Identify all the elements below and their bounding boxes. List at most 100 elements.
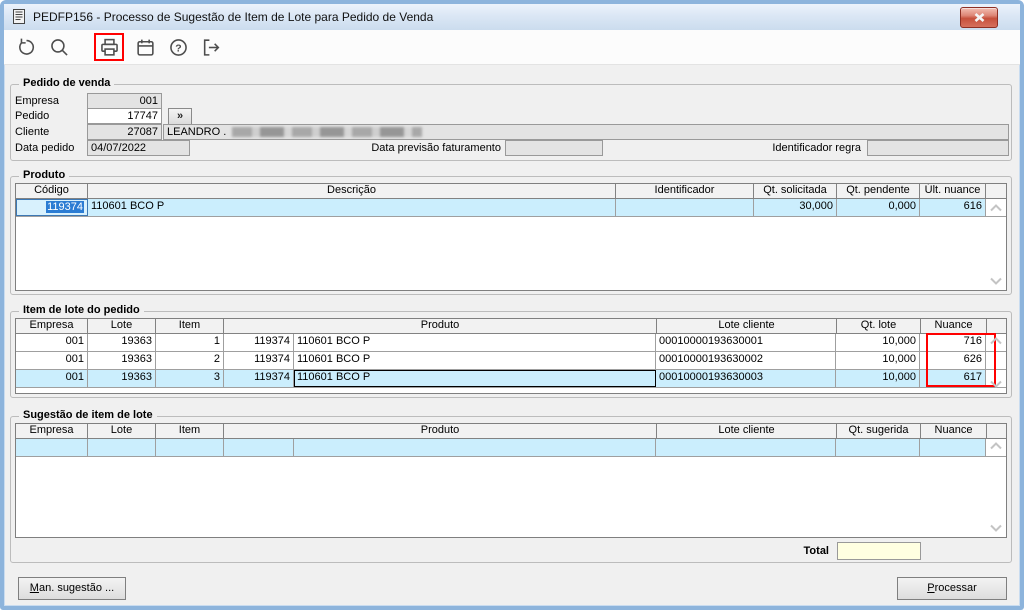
cliente-name-text: LEANDRO . xyxy=(167,126,227,138)
sugestao-table-header: Empresa Lote Item Produto Lote cliente Q… xyxy=(16,424,1006,439)
group-title-sugestao: Sugestão de item de lote xyxy=(19,409,157,421)
cliente-code-field: 27087 xyxy=(87,124,162,140)
cell-nuance: 716 xyxy=(920,334,986,351)
cell-empresa: 001 xyxy=(16,370,88,387)
cell-lote-cliente: 00010000193630002 xyxy=(656,352,836,369)
cell-produto-descricao: 110601 BCO P xyxy=(294,334,656,351)
produto-header-descricao[interactable]: Descrição xyxy=(88,184,616,198)
identificador-regra-label: Identificador regra xyxy=(772,142,861,154)
scroll-down-icon[interactable] xyxy=(990,524,1002,532)
cell-empresa xyxy=(16,439,88,456)
sugestao-header-lote-cliente[interactable]: Lote cliente xyxy=(657,424,837,438)
undo-icon[interactable] xyxy=(14,35,38,59)
processar-button[interactable]: Processar xyxy=(897,577,1007,600)
sugestao-table: Empresa Lote Item Produto Lote cliente Q… xyxy=(15,423,1007,538)
cell-item xyxy=(156,439,224,456)
item-header-lote-cliente[interactable]: Lote cliente xyxy=(657,319,837,333)
document-icon xyxy=(12,9,27,25)
item-header-produto[interactable]: Produto xyxy=(224,319,657,333)
print-highlight-annotation xyxy=(94,33,124,61)
window-title: PEDFP156 - Processo de Sugestão de Item … xyxy=(33,10,434,24)
search-icon[interactable] xyxy=(47,35,71,59)
data-previsao-label: Data previsão faturamento xyxy=(371,142,501,154)
item-lote-table: Empresa Lote Item Produto Lote cliente Q… xyxy=(15,318,1007,394)
cell-produto-codigo: 119374 xyxy=(224,352,294,369)
produto-table-header: Código Descrição Identificador Qt. solic… xyxy=(16,184,1006,199)
processar-accel: P xyxy=(927,582,935,594)
cell-nuance xyxy=(920,439,986,456)
total-label: Total xyxy=(803,545,829,557)
cell-produto-descricao-focused[interactable]: 110601 BCO P xyxy=(294,370,656,387)
cell-qt-lote: 10,000 xyxy=(836,334,920,351)
produto-cell-qt-solicitada: 30,000 xyxy=(754,199,837,216)
scroll-up-icon[interactable] xyxy=(990,204,1002,212)
produto-table-row[interactable]: 119374 110601 BCO P 30,000 0,000 616 xyxy=(16,199,1006,217)
sugestao-header-produto[interactable]: Produto xyxy=(224,424,657,438)
produto-header-qt-solicitada[interactable]: Qt. solicitada xyxy=(754,184,837,198)
man-sugestao-accel: M xyxy=(29,582,39,594)
total-field xyxy=(837,542,921,560)
item-header-empresa[interactable]: Empresa xyxy=(16,319,88,333)
data-previsao-field xyxy=(505,140,603,156)
produto-table: Código Descrição Identificador Qt. solic… xyxy=(15,183,1007,291)
scroll-up-icon[interactable] xyxy=(990,337,1002,345)
sugestao-empty-row[interactable] xyxy=(16,439,1006,457)
cell-lote-cliente xyxy=(656,439,836,456)
produto-header-identificador[interactable]: Identificador xyxy=(616,184,754,198)
pedido-lookup-button[interactable]: » xyxy=(168,108,192,125)
produto-cell-codigo[interactable]: 119374 xyxy=(16,199,88,216)
scroll-down-icon[interactable] xyxy=(990,380,1002,388)
produto-header-ult-nuance[interactable]: Últ. nuance xyxy=(920,184,986,198)
group-sugestao: Sugestão de item de lote Empresa Lote It… xyxy=(10,409,1012,563)
cell-lote: 19363 xyxy=(88,352,156,369)
exit-icon[interactable] xyxy=(199,35,223,59)
sugestao-header-lote[interactable]: Lote xyxy=(88,424,156,438)
pedido-label: Pedido xyxy=(15,110,50,122)
item-lote-row-2[interactable]: 001 19363 2 119374 110601 BCO P 00010000… xyxy=(16,352,1006,370)
cell-item: 3 xyxy=(156,370,224,387)
item-lote-table-header: Empresa Lote Item Produto Lote cliente Q… xyxy=(16,319,1006,334)
close-button[interactable] xyxy=(960,6,998,28)
item-header-qt-lote[interactable]: Qt. lote xyxy=(837,319,921,333)
sugestao-header-nuance[interactable]: Nuance xyxy=(921,424,987,438)
cell-qt-lote: 10,000 xyxy=(836,352,920,369)
produto-header-codigo[interactable]: Código xyxy=(16,184,88,198)
produto-cell-descricao: 110601 BCO P xyxy=(88,199,616,216)
help-icon[interactable]: ? xyxy=(166,35,190,59)
cell-empresa: 001 xyxy=(16,334,88,351)
processar-rest: rocessar xyxy=(934,582,977,594)
cell-qt-sugerida xyxy=(836,439,920,456)
title-bar: PEDFP156 - Processo de Sugestão de Item … xyxy=(4,4,1020,30)
scroll-down-icon[interactable] xyxy=(990,277,1002,285)
svg-text:?: ? xyxy=(175,42,181,54)
produto-header-qt-pendente[interactable]: Qt. pendente xyxy=(837,184,920,198)
cell-produto-codigo: 119374 xyxy=(224,334,294,351)
scroll-up-icon[interactable] xyxy=(990,442,1002,450)
sugestao-header-item[interactable]: Item xyxy=(156,424,224,438)
cell-qt-lote: 10,000 xyxy=(836,370,920,387)
cell-produto-codigo: 119374 xyxy=(224,370,294,387)
calendar-icon[interactable] xyxy=(133,35,157,59)
group-produto: Produto Código Descrição Identificador Q… xyxy=(10,169,1012,295)
produto-cell-ult-nuance: 616 xyxy=(920,199,986,216)
print-icon[interactable] xyxy=(97,35,121,59)
window-body: Pedido de venda Empresa 001 Pedido 17747… xyxy=(4,65,1020,603)
sugestao-header-empresa[interactable]: Empresa xyxy=(16,424,88,438)
group-title-pedido-de-venda: Pedido de venda xyxy=(19,77,115,89)
data-pedido-label: Data pedido xyxy=(15,142,75,154)
cell-item: 1 xyxy=(156,334,224,351)
sugestao-header-qt-sugerida[interactable]: Qt. sugerida xyxy=(837,424,921,438)
item-header-lote[interactable]: Lote xyxy=(88,319,156,333)
pedido-input[interactable]: 17747 xyxy=(87,108,162,124)
item-header-nuance[interactable]: Nuance xyxy=(921,319,987,333)
item-lote-row-3-selected[interactable]: 001 19363 3 119374 110601 BCO P 00010000… xyxy=(16,370,1006,388)
cliente-name-redacted xyxy=(232,127,423,138)
item-lote-row-1[interactable]: 001 19363 1 119374 110601 BCO P 00010000… xyxy=(16,334,1006,352)
cell-item: 2 xyxy=(156,352,224,369)
man-sugestao-button[interactable]: Man. sugestão ... xyxy=(18,577,126,600)
close-icon xyxy=(974,12,985,22)
item-header-item[interactable]: Item xyxy=(156,319,224,333)
cell-lote: 19363 xyxy=(88,334,156,351)
produto-cell-identificador xyxy=(616,199,754,216)
